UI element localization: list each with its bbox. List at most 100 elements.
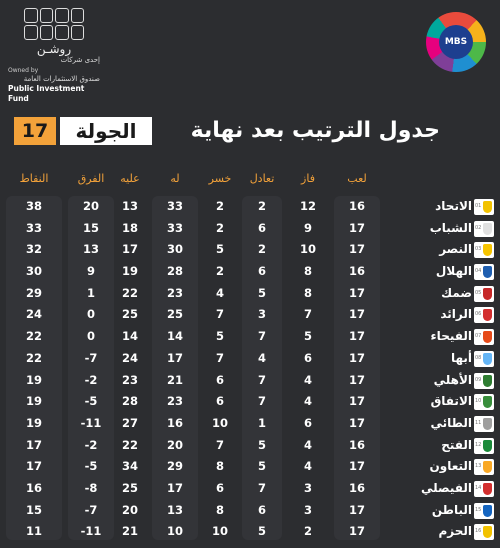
team-crest-icon: 06 bbox=[474, 307, 494, 324]
cell-played: 17 bbox=[348, 524, 365, 539]
league-logo-label: MBS bbox=[439, 25, 473, 59]
cell-won: 4 bbox=[303, 372, 312, 387]
cell-goals-for: 23 bbox=[166, 394, 183, 409]
team-name: الفيحاء bbox=[430, 329, 472, 344]
cell-goals-for: 17 bbox=[166, 350, 183, 365]
cell-won: 4 bbox=[303, 394, 312, 409]
cell-points: 15 bbox=[25, 502, 42, 517]
column-band-gf bbox=[152, 196, 198, 540]
roshn-pattern-icon bbox=[24, 8, 84, 40]
table-row: 17 -2 22 20 7 5 4 16 الفتح 12 bbox=[6, 435, 494, 457]
team-name: الرائد bbox=[440, 307, 472, 322]
crest-shield-icon bbox=[483, 266, 492, 279]
table-row: 11 -11 21 10 10 5 2 17 الحزم 16 bbox=[6, 521, 494, 543]
roshn-logo: روشـن إحدى شركات Owned by صندوق الاستثما… bbox=[8, 8, 100, 103]
table-row: 19 -5 28 23 6 7 4 17 الاتفاق 10 bbox=[6, 391, 494, 413]
header-points: النقاط bbox=[19, 172, 49, 185]
cell-won: 10 bbox=[299, 242, 316, 257]
cell-drawn: 7 bbox=[257, 394, 266, 409]
cell-won: 6 bbox=[303, 350, 312, 365]
rank-number: 05 bbox=[475, 289, 482, 296]
cell-drawn: 5 bbox=[257, 437, 266, 452]
cell-goals-against: 34 bbox=[121, 459, 138, 474]
team-name: أبها bbox=[450, 350, 472, 365]
round-number: 17 bbox=[14, 117, 56, 145]
cell-won: 3 bbox=[303, 480, 312, 495]
cell-points: 19 bbox=[25, 394, 42, 409]
rank-number: 12 bbox=[475, 441, 482, 448]
table-row: 22 0 14 14 5 7 5 17 الفيحاء 07 bbox=[6, 326, 494, 348]
cell-lost: 6 bbox=[215, 480, 224, 495]
cell-goals-against: 22 bbox=[121, 285, 138, 300]
cell-lost: 10 bbox=[211, 524, 228, 539]
team-crest-icon: 16 bbox=[474, 524, 494, 541]
cell-goals-for: 16 bbox=[166, 415, 183, 430]
cell-played: 16 bbox=[348, 437, 365, 452]
cell-goals-for: 21 bbox=[166, 372, 183, 387]
rank-number: 03 bbox=[475, 246, 482, 253]
cell-goals-against: 22 bbox=[121, 437, 138, 452]
cell-goals-against: 18 bbox=[121, 220, 138, 235]
cell-drawn: 5 bbox=[257, 524, 266, 539]
cell-played: 17 bbox=[348, 329, 365, 344]
cell-drawn: 6 bbox=[257, 220, 266, 235]
cell-won: 9 bbox=[303, 220, 312, 235]
cell-lost: 2 bbox=[215, 199, 224, 213]
header-drawn: تعادل bbox=[249, 172, 275, 185]
cell-played: 17 bbox=[348, 220, 365, 235]
cell-points: 16 bbox=[25, 480, 42, 495]
crest-shield-icon bbox=[483, 504, 492, 517]
cell-goal-diff: -7 bbox=[84, 350, 98, 365]
cell-goal-diff: 0 bbox=[86, 307, 95, 322]
cell-goals-for: 33 bbox=[166, 220, 183, 235]
crest-shield-icon bbox=[483, 244, 492, 257]
cell-goal-diff: -5 bbox=[84, 394, 98, 409]
cell-goal-diff: -11 bbox=[80, 524, 102, 539]
cell-drawn: 6 bbox=[257, 264, 266, 279]
cell-goals-against: 24 bbox=[121, 350, 138, 365]
rank-number: 16 bbox=[475, 528, 482, 535]
cell-goal-diff: 15 bbox=[82, 220, 99, 235]
crest-shield-icon bbox=[483, 439, 492, 452]
cell-won: 4 bbox=[303, 437, 312, 452]
cell-lost: 2 bbox=[215, 264, 224, 279]
header-lost: خسر bbox=[208, 172, 232, 185]
cell-won: 8 bbox=[303, 264, 312, 279]
column-band-points bbox=[6, 196, 62, 540]
cell-lost: 10 bbox=[211, 415, 228, 430]
team-crest-icon: 04 bbox=[474, 264, 494, 281]
cell-drawn: 4 bbox=[257, 350, 266, 365]
cell-goal-diff: 9 bbox=[86, 264, 95, 279]
page-title: 17 الجولة جدول الترتيب بعد نهاية bbox=[10, 114, 440, 148]
cell-goals-against: 17 bbox=[121, 242, 138, 257]
cell-lost: 4 bbox=[215, 285, 224, 300]
rank-number: 14 bbox=[475, 484, 482, 491]
rank-number: 02 bbox=[475, 224, 482, 231]
column-band-played bbox=[334, 196, 380, 540]
table-row: 33 15 18 33 2 6 9 17 الشباب 02 bbox=[6, 218, 494, 240]
team-name: الطائي bbox=[430, 415, 472, 430]
crest-shield-icon bbox=[483, 309, 492, 322]
cell-lost: 5 bbox=[215, 242, 224, 257]
table-row: 19 -2 23 21 6 7 4 17 الأهلي 09 bbox=[6, 370, 494, 392]
crest-shield-icon bbox=[483, 331, 492, 344]
cell-won: 5 bbox=[303, 329, 312, 344]
table-header: النقاط الفرق عليه له خسر تعادل فاز لعب bbox=[6, 170, 494, 192]
team-crest-icon: 15 bbox=[474, 502, 494, 519]
cell-points: 32 bbox=[25, 242, 42, 257]
rank-number: 13 bbox=[475, 463, 482, 470]
table-row: 32 13 17 30 5 2 10 17 النصر 03 bbox=[6, 239, 494, 261]
standings-rows: 38 20 13 33 2 2 12 16 الاتحاد 01 33 15 18 33 2 6 9 17 الشب… bbox=[6, 196, 494, 543]
team-crest-icon: 11 bbox=[474, 415, 494, 432]
cell-drawn: 1 bbox=[257, 415, 266, 430]
owned-by: Owned by bbox=[8, 67, 39, 74]
rank-number: 11 bbox=[475, 419, 482, 426]
crest-shield-icon bbox=[483, 222, 492, 235]
cell-goal-diff: 13 bbox=[82, 242, 99, 257]
rank-number: 06 bbox=[475, 311, 482, 318]
team-crest-icon: 05 bbox=[474, 285, 494, 302]
cell-points: 19 bbox=[25, 415, 42, 430]
roshn-wordmark: روشـن bbox=[36, 42, 72, 56]
cell-goals-for: 13 bbox=[166, 502, 183, 517]
team-crest-icon: 02 bbox=[474, 220, 494, 237]
